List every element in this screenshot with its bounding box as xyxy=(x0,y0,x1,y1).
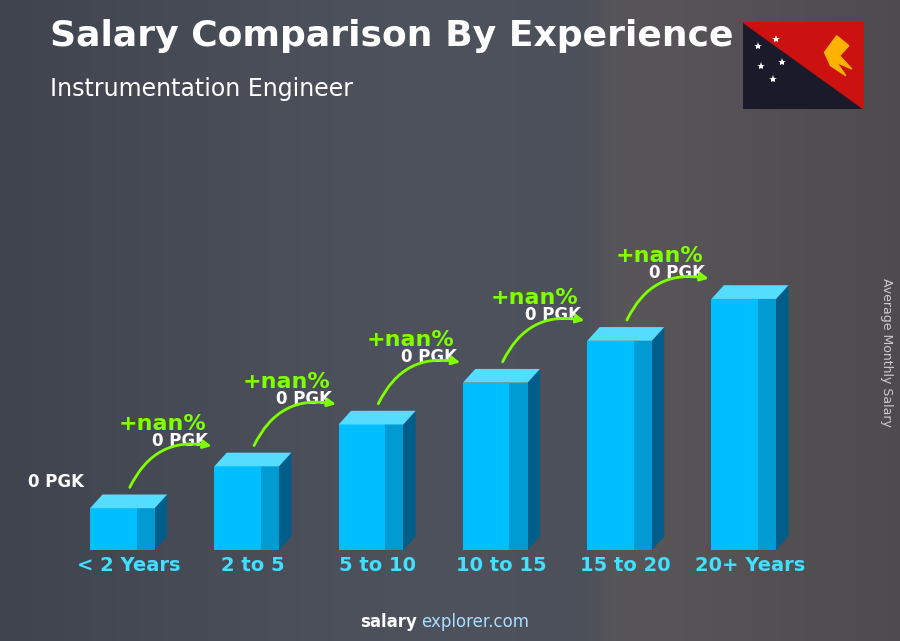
Bar xyxy=(509,383,527,550)
Text: 0 PGK: 0 PGK xyxy=(152,431,208,449)
Polygon shape xyxy=(587,327,664,341)
Bar xyxy=(261,467,279,550)
Polygon shape xyxy=(155,494,167,550)
Bar xyxy=(137,508,155,550)
Bar xyxy=(338,424,403,550)
Text: 20+ Years: 20+ Years xyxy=(695,556,806,575)
Polygon shape xyxy=(652,327,664,550)
Polygon shape xyxy=(776,285,788,550)
Bar xyxy=(634,341,652,550)
Text: 0 PGK: 0 PGK xyxy=(400,348,456,366)
Text: +nan%: +nan% xyxy=(491,288,579,308)
Text: 0 PGK: 0 PGK xyxy=(276,390,332,408)
Polygon shape xyxy=(338,411,416,424)
Text: +nan%: +nan% xyxy=(367,330,454,350)
Text: 15 to 20: 15 to 20 xyxy=(580,556,671,575)
Text: < 2 Years: < 2 Years xyxy=(76,556,180,575)
Bar xyxy=(758,299,776,550)
Text: +nan%: +nan% xyxy=(242,372,330,392)
Text: salary: salary xyxy=(360,613,417,631)
Polygon shape xyxy=(214,453,292,467)
Text: 5 to 10: 5 to 10 xyxy=(338,556,416,575)
Bar xyxy=(587,341,652,550)
Text: 0 PGK: 0 PGK xyxy=(525,306,581,324)
Polygon shape xyxy=(527,369,540,550)
Text: explorer.com: explorer.com xyxy=(421,613,529,631)
Polygon shape xyxy=(824,36,851,76)
Polygon shape xyxy=(742,22,864,109)
Text: 10 to 15: 10 to 15 xyxy=(456,556,546,575)
Text: +nan%: +nan% xyxy=(118,413,206,434)
Bar xyxy=(90,508,155,550)
Bar xyxy=(214,467,279,550)
Bar xyxy=(712,299,776,550)
Text: Instrumentation Engineer: Instrumentation Engineer xyxy=(50,77,353,101)
Bar xyxy=(385,424,403,550)
Polygon shape xyxy=(90,494,167,508)
Text: +nan%: +nan% xyxy=(616,246,703,266)
Text: Average Monthly Salary: Average Monthly Salary xyxy=(880,278,893,427)
Text: 2 to 5: 2 to 5 xyxy=(221,556,284,575)
Text: 0 PGK: 0 PGK xyxy=(28,474,84,492)
Polygon shape xyxy=(712,285,788,299)
Polygon shape xyxy=(279,453,292,550)
Text: 0 PGK: 0 PGK xyxy=(649,264,706,282)
Polygon shape xyxy=(742,22,864,109)
Polygon shape xyxy=(463,369,540,383)
Bar xyxy=(463,383,527,550)
Polygon shape xyxy=(403,411,416,550)
Text: Salary Comparison By Experience: Salary Comparison By Experience xyxy=(50,19,733,53)
